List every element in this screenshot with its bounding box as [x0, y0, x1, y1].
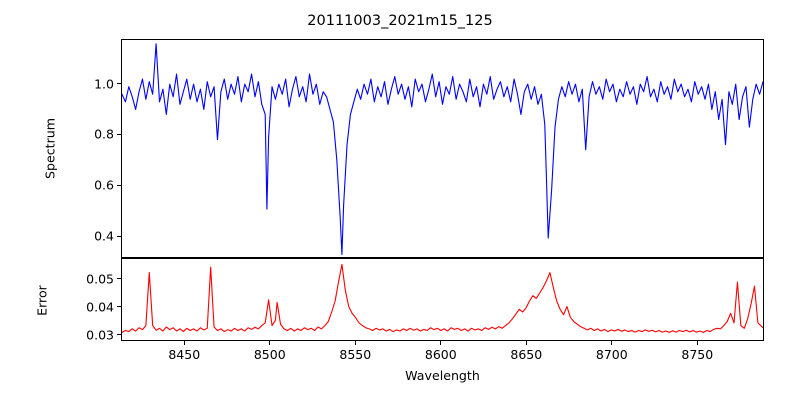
- x-tick-label: 8650: [510, 347, 543, 362]
- x-tick-mark: [354, 341, 356, 345]
- y-tick-mark-spectrum: [117, 83, 121, 85]
- x-tick-label: 8450: [168, 347, 201, 362]
- x-tick-mark: [183, 341, 185, 345]
- x-tick-mark: [525, 341, 527, 345]
- y-tick-mark-error: [117, 334, 121, 336]
- spectrum-plot-area: [121, 39, 764, 258]
- x-tick-label: 8700: [595, 347, 628, 362]
- spectrum-line-series: [122, 40, 763, 257]
- y-tick-label-spectrum: 0.4: [94, 228, 114, 244]
- y-tick-label-error: 0.05: [86, 271, 114, 287]
- spectrum-polyline: [122, 44, 763, 255]
- y-tick-label-spectrum: 1.0: [94, 76, 114, 92]
- x-tick-label: 8600: [424, 347, 457, 362]
- y-tick-label-error: 0.03: [86, 327, 114, 343]
- y-axis-label-spectrum: Spectrum: [42, 117, 58, 180]
- x-tick-label: 8550: [339, 347, 372, 362]
- x-tick-mark: [696, 341, 698, 345]
- y-tick-mark-error: [117, 278, 121, 280]
- error-polyline: [122, 264, 763, 332]
- y-tick-mark-spectrum: [117, 235, 121, 237]
- y-tick-mark-error: [117, 306, 121, 308]
- y-axis-label-error: Error: [34, 285, 50, 316]
- error-plot-area: [121, 258, 764, 341]
- x-tick-mark: [611, 341, 613, 345]
- y-tick-mark-spectrum: [117, 133, 121, 136]
- x-axis-label: Wavelength: [405, 368, 480, 383]
- y-tick-label-spectrum: 0.8: [94, 126, 114, 142]
- x-tick-label: 8500: [253, 347, 286, 362]
- x-tick-mark: [440, 341, 442, 345]
- error-line-series: [122, 259, 763, 340]
- y-tick-label-error: 0.04: [86, 299, 114, 315]
- y-tick-mark-spectrum: [117, 184, 121, 186]
- x-tick-mark: [269, 341, 271, 345]
- y-tick-label-spectrum: 0.6: [94, 177, 114, 193]
- page-title: 20111003_2021m15_125: [307, 13, 493, 29]
- x-tick-label: 8750: [681, 347, 714, 362]
